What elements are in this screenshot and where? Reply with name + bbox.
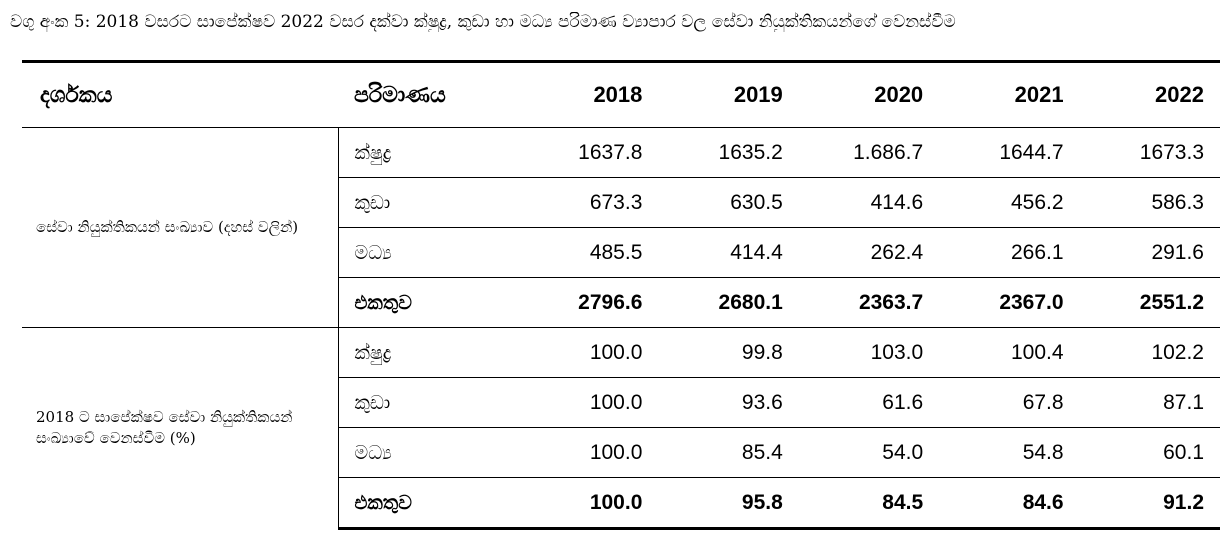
value-cell: 103.0 (870, 340, 924, 364)
total-value: 2363.7 (798, 277, 940, 328)
size-label: කුඩා (338, 377, 518, 428)
table-row: 2018 ට සාපේක්ෂව සේවා නියුක්තිකයන් සංඛ්‍ය… (22, 327, 1220, 529)
table-row: කුඩා 673.3 630.5 414.6 456.2 586.3 (22, 177, 1220, 228)
value-cell: 67.8 (939, 377, 1080, 428)
value-cell: 630.5 (658, 177, 799, 228)
value-cell: 60.1 (1079, 427, 1220, 478)
value-cell: 100.0 (518, 377, 659, 428)
header-year-2022: 2022 (1079, 60, 1220, 128)
value-cell: 100.0 (589, 340, 643, 364)
header-year-2018: 2018 (518, 60, 659, 128)
header-year-2020: 2020 (798, 60, 940, 128)
header-indicator: දර්ශකය (22, 60, 338, 128)
value-cell: 54.8 (939, 427, 1080, 478)
value-cell: 54.0 (798, 427, 940, 478)
total-value: 91.2 (1079, 477, 1220, 530)
value-cell: 1637.8 (578, 140, 643, 164)
value-cell: 414.4 (658, 227, 799, 278)
size-label: කුඩා (338, 177, 518, 228)
total-value: 100.0 (518, 477, 659, 530)
table-caption: වගු අංක 5: 2018 වසරට සාපේක්ෂව 2022 වසර ද… (10, 12, 956, 32)
indicator-percent-change: 2018 ට සාපේක්ෂව සේවා නියුක්තිකයන් සංඛ්‍ය… (22, 327, 339, 529)
value-cell: 291.6 (1079, 227, 1220, 278)
value-cell: 87.1 (1079, 377, 1220, 428)
header-size: පරිමාණය (338, 60, 518, 128)
value-cell: 100.4 (1011, 340, 1064, 364)
value-cell: 99.8 (741, 340, 783, 364)
total-value: 2367.0 (939, 277, 1080, 328)
value-cell: 262.4 (798, 227, 940, 278)
group-employee-count: සේවා නියුක්තිකයන් සංඛ්‍යාව (දහස් වලින්) … (22, 127, 1220, 328)
total-value: 95.8 (658, 477, 799, 530)
table-row: මධ්‍ය 485.5 414.4 262.4 266.1 291.6 (22, 227, 1220, 278)
table-row: මධ්‍ය 100.0 85.4 54.0 54.8 60.1 (22, 427, 1220, 478)
value-cell: 1.686.7 (853, 140, 924, 164)
value-cell: 266.1 (939, 227, 1080, 278)
value-cell: 93.6 (658, 377, 799, 428)
size-label: ක්ෂුද්‍ර (354, 341, 392, 364)
header-row: දර්ශකය පරිමාණය 2018 2019 2020 2021 2022 (22, 60, 1220, 128)
size-label: මධ්‍ය (338, 227, 518, 278)
value-cell: 102.2 (1151, 340, 1204, 364)
value-cell: 586.3 (1079, 177, 1220, 228)
total-value: 2796.6 (518, 277, 659, 328)
total-value: 2551.2 (1079, 277, 1220, 328)
size-label: ක්ෂුද්‍ර (354, 141, 392, 164)
value-cell: 85.4 (658, 427, 799, 478)
table-row: කුඩා 100.0 93.6 61.6 67.8 87.1 (22, 377, 1220, 428)
value-cell: 456.2 (939, 177, 1080, 228)
total-label: එකතුව (338, 477, 518, 530)
size-label: මධ්‍ය (338, 427, 518, 478)
total-row: එකතුව 2796.6 2680.1 2363.7 2367.0 2551.2 (22, 277, 1220, 328)
value-cell: 414.6 (798, 177, 940, 228)
indicator-employee-count: සේවා නියුක්තිකයන් සංඛ්‍යාව (දහස් වලින්) (22, 127, 339, 328)
value-cell: 673.3 (518, 177, 659, 228)
value-cell: 1635.2 (718, 140, 783, 164)
value-cell: 485.5 (518, 227, 659, 278)
value-cell: 1673.3 (1139, 140, 1204, 164)
total-value: 2680.1 (658, 277, 799, 328)
value-cell: 1644.7 (999, 140, 1064, 164)
total-value: 84.5 (798, 477, 940, 530)
total-label: එකතුව (338, 277, 518, 328)
group-percent-change: 2018 ට සාපේක්ෂව සේවා නියුක්තිකයන් සංඛ්‍ය… (22, 327, 1220, 530)
table-row: සේවා නියුක්තිකයන් සංඛ්‍යාව (දහස් වලින්) … (22, 127, 1220, 328)
total-row: එකතුව 100.0 95.8 84.5 84.6 91.2 (22, 477, 1220, 530)
employment-table: දර්ශකය පරිමාණය 2018 2019 2020 2021 2022 … (22, 60, 1220, 530)
header-year-2019: 2019 (658, 60, 799, 128)
total-value: 84.6 (939, 477, 1080, 530)
value-cell: 61.6 (798, 377, 940, 428)
header-year-2021: 2021 (939, 60, 1080, 128)
value-cell: 100.0 (518, 427, 659, 478)
